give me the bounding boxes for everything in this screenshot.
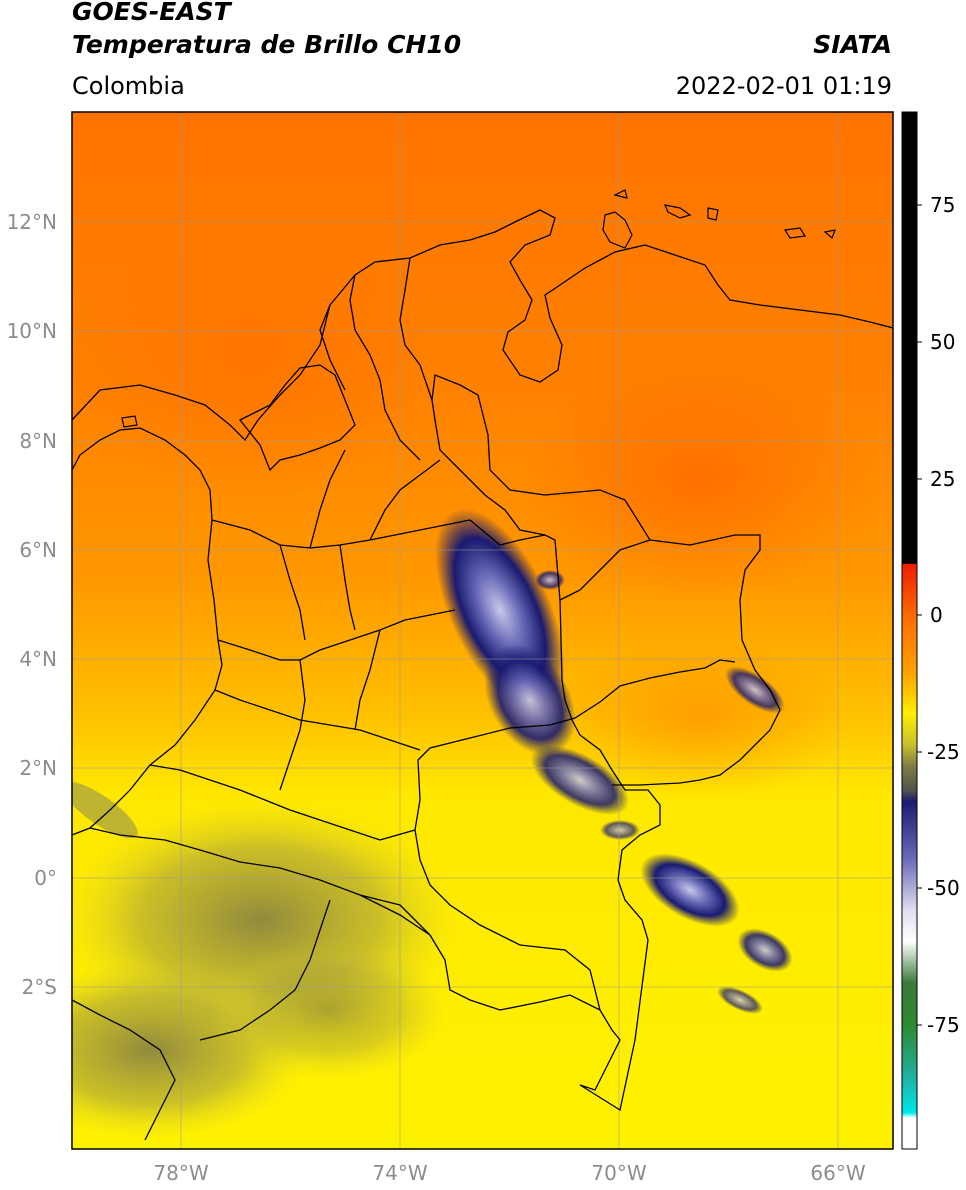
lat-label-10n: 10°N xyxy=(7,319,57,343)
colorbar-tick-minus25: -25 xyxy=(927,740,960,764)
product-title: Temperatura de Brillo CH10 xyxy=(72,30,462,59)
lon-label-74w: 74°W xyxy=(372,1161,427,1185)
islands xyxy=(121,189,836,428)
region-label: Colombia xyxy=(72,72,185,100)
lat-label-2s: 2°S xyxy=(22,975,57,999)
timestamp-label: 2022-02-01 01:19 xyxy=(675,72,892,100)
lat-label-6n: 6°N xyxy=(19,538,57,562)
colorbar-tick-minus75: -75 xyxy=(927,1013,960,1037)
lon-label-66w: 66°W xyxy=(810,1161,865,1185)
map-frame xyxy=(71,111,894,1150)
lat-label-2n: 2°N xyxy=(19,756,57,780)
lat-label-4n: 4°N xyxy=(19,647,57,671)
lon-label-70w: 70°W xyxy=(591,1161,646,1185)
colorbar: 75 50 25 0 -25 -50 -75 xyxy=(901,111,960,1150)
colorbar-tick-75: 75 xyxy=(930,193,955,217)
latitude-labels: 12°N 10°N 8°N 6°N 4°N 2°N 0° 2°S xyxy=(7,210,57,999)
satellite-title: GOES-EAST xyxy=(72,0,231,26)
organization-label: SIATA xyxy=(813,30,892,59)
lat-label-8n: 8°N xyxy=(19,429,57,453)
graticule xyxy=(72,112,893,1149)
colorbar-scale xyxy=(901,111,918,1150)
colorbar-tick-25: 25 xyxy=(930,467,955,491)
lat-label-0: 0° xyxy=(34,866,57,890)
country-borders xyxy=(72,209,893,1141)
colorbar-tick-0: 0 xyxy=(930,603,943,627)
colorbar-tick-minus50: -50 xyxy=(927,876,960,900)
colorbar-tick-50: 50 xyxy=(930,330,955,354)
cold-cloud-band xyxy=(72,508,793,1014)
lon-label-78w: 78°W xyxy=(153,1161,208,1185)
longitude-labels: 78°W 74°W 70°W 66°W xyxy=(153,1161,865,1185)
lat-label-12n: 12°N xyxy=(7,210,57,234)
brightness-temperature-field xyxy=(72,112,893,1149)
